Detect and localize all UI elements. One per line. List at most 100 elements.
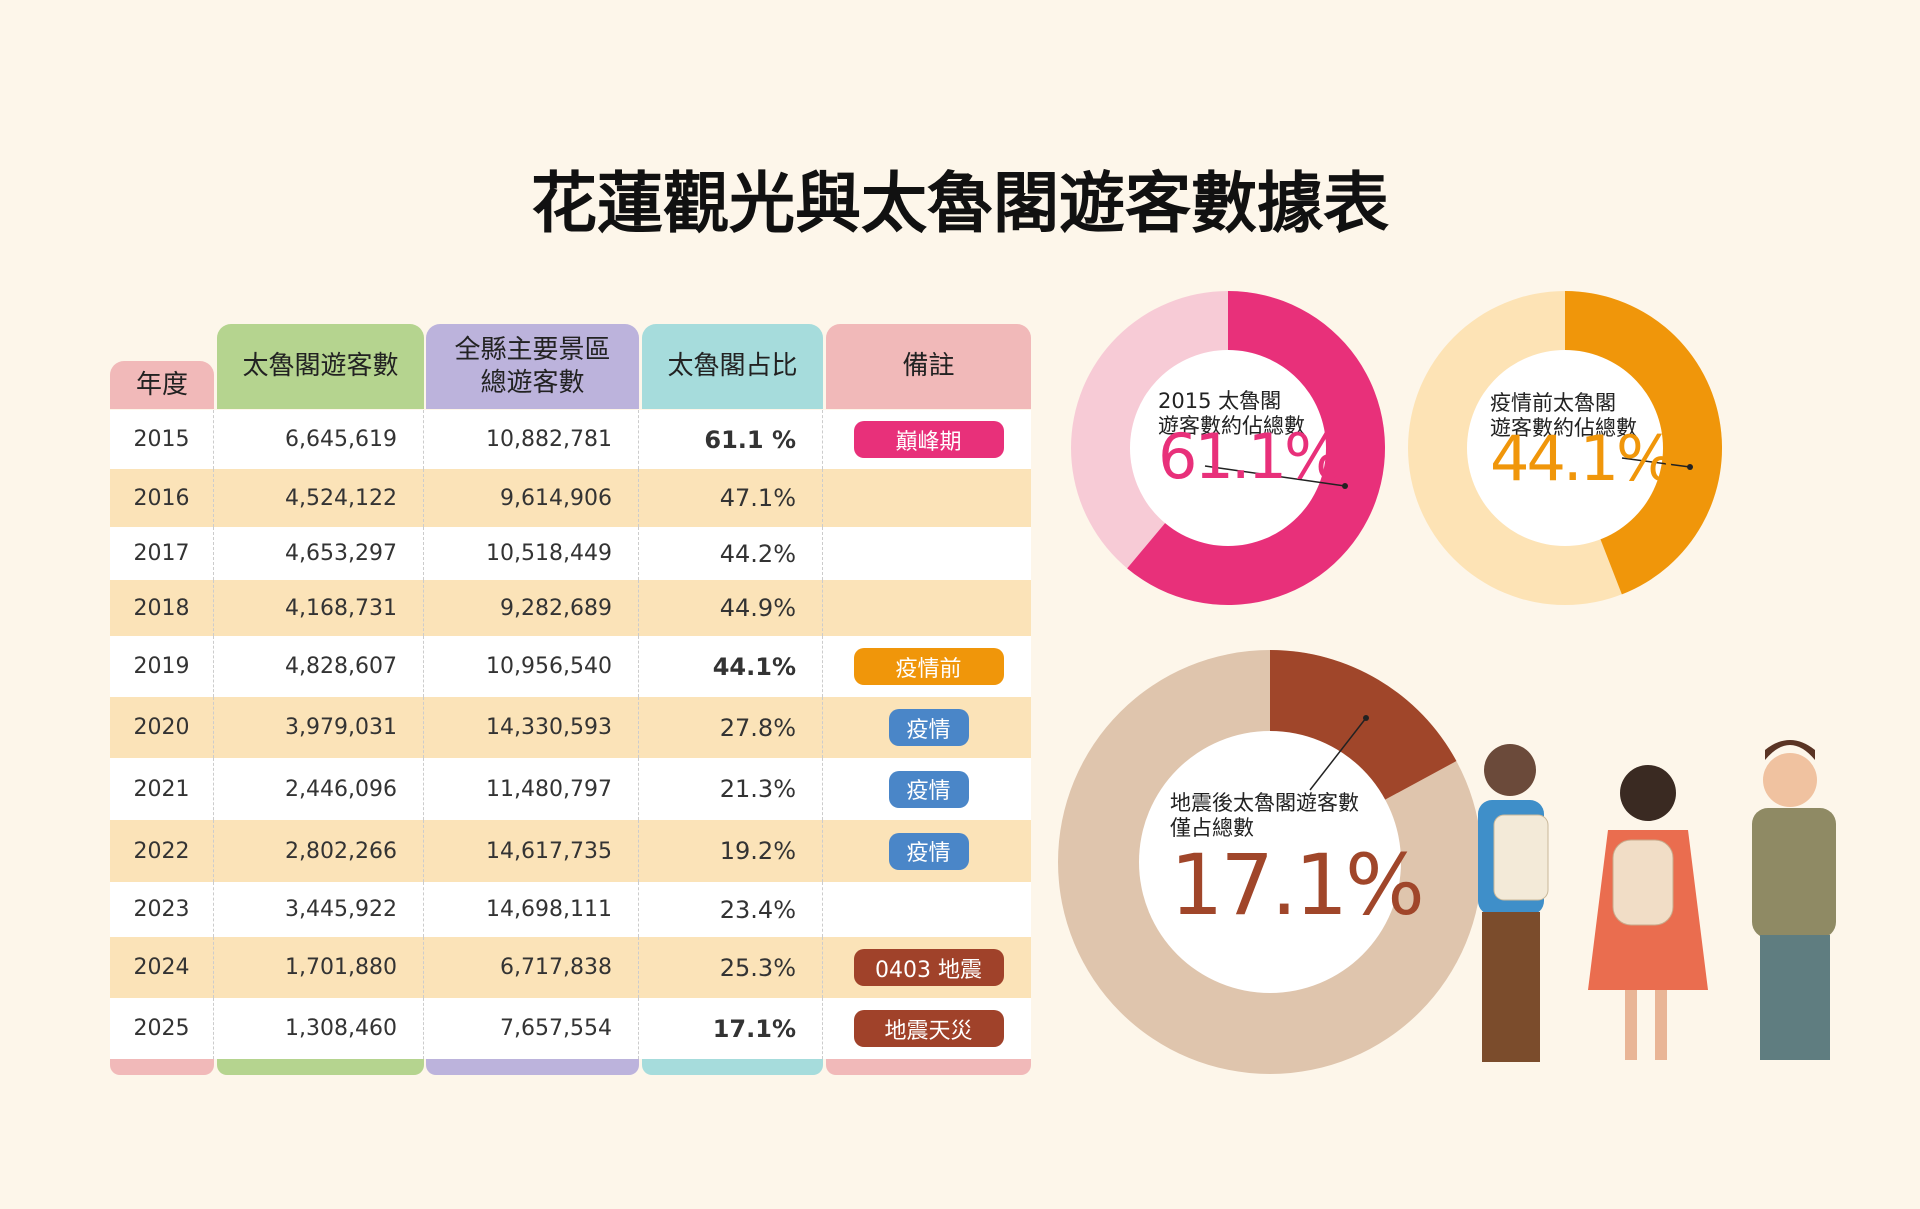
cell-wrap: 4,524,122 <box>217 469 424 527</box>
leader-dot <box>1687 464 1693 470</box>
note-badge: 疫情 <box>888 832 969 870</box>
cell-wrap: 14,330,593 <box>426 697 639 758</box>
note-badge: 疫情前 <box>853 648 1004 685</box>
value-cell: 10,518,449 <box>486 541 612 566</box>
cell-wrap: 44.2% <box>642 527 823 580</box>
value-cell: 61.1 % <box>704 425 796 454</box>
cell-wrap: 23.4% <box>642 882 823 937</box>
cell-wrap: 4,653,297 <box>217 527 424 580</box>
cell-wrap: 2024 <box>110 937 214 998</box>
column-header: 太魯閣占比 <box>642 324 823 409</box>
cell-wrap: 2019 <box>110 636 214 697</box>
column-header: 年度 <box>110 361 214 409</box>
leader-line <box>1309 717 1367 791</box>
value-cell: 7,657,554 <box>500 1016 612 1041</box>
value-cell: 14,617,735 <box>486 838 612 864</box>
cell-wrap: 10,882,781 <box>426 410 639 469</box>
cell-wrap: 17.1% <box>642 998 823 1059</box>
value-cell: 44.9% <box>719 594 796 622</box>
value-cell: 3,979,031 <box>285 715 397 740</box>
cell-wrap: 19.2% <box>642 820 823 882</box>
leader-line <box>1204 465 1346 487</box>
value-cell: 47.1% <box>719 484 796 512</box>
value-cell: 6,645,619 <box>285 427 397 452</box>
year-cell: 2018 <box>133 595 190 621</box>
donut-caption: 僅占總數 <box>1170 816 1254 840</box>
cell-wrap: 疫情 <box>826 697 1031 758</box>
year-cell: 2023 <box>133 897 190 922</box>
leader-dot <box>1342 483 1348 489</box>
cell-wrap: 47.1% <box>642 469 823 527</box>
table-row <box>110 820 1031 882</box>
cell-wrap: 0403 地震 <box>826 937 1031 998</box>
note-badge: 疫情 <box>888 770 969 808</box>
value-cell: 1,308,460 <box>285 1016 397 1041</box>
value-cell: 21.3% <box>719 775 796 803</box>
value-cell: 10,882,781 <box>486 427 612 452</box>
table-row <box>110 469 1031 527</box>
value-cell: 3,445,922 <box>285 897 397 922</box>
cell-wrap: 巔峰期 <box>826 410 1031 469</box>
cell-wrap: 44.9% <box>642 580 823 636</box>
cell-wrap: 2022 <box>110 820 214 882</box>
cell-wrap: 3,445,922 <box>217 882 424 937</box>
note-badge: 巔峰期 <box>853 421 1004 458</box>
value-cell: 4,168,731 <box>285 595 397 621</box>
column-footer <box>826 1059 1031 1075</box>
value-cell: 1,701,880 <box>285 955 397 980</box>
page-title: 花蓮觀光與太魯閣遊客數據表 <box>531 165 1389 242</box>
note-badge: 疫情 <box>888 709 969 746</box>
note-badge: 地震天災 <box>853 1010 1004 1047</box>
header-line: 全縣主要景區 <box>454 335 611 365</box>
column-footer <box>642 1059 823 1075</box>
column-header: 全縣主要景區 總遊客數 <box>426 324 639 409</box>
table-row <box>110 527 1031 580</box>
donut-caption: 2015 太魯閣 <box>1158 389 1281 413</box>
year-cell: 2021 <box>133 776 190 802</box>
cell-wrap: 2021 <box>110 758 214 820</box>
value-cell: 23.4% <box>719 895 796 924</box>
header-line: 太魯閣占比 <box>667 351 798 382</box>
donut-caption: 遊客數約佔總數 <box>1158 414 1305 438</box>
cell-wrap: 9,614,906 <box>426 469 639 527</box>
donut-caption: 疫情前太魯閣 <box>1490 391 1616 415</box>
cell-wrap: 3,979,031 <box>217 697 424 758</box>
cell-wrap: 6,645,619 <box>217 410 424 469</box>
cell-wrap: 44.1% <box>642 636 823 697</box>
year-cell: 2016 <box>133 485 190 511</box>
value-cell: 2,802,266 <box>285 838 397 864</box>
table-row <box>110 758 1031 820</box>
column-footer <box>426 1059 639 1075</box>
donut-hole <box>1467 350 1663 546</box>
cell-wrap: 11,480,797 <box>426 758 639 820</box>
donut-caption: 遊客數約佔總數 <box>1490 416 1637 440</box>
cell-wrap: 2,802,266 <box>217 820 424 882</box>
header-line: 總遊客數 <box>480 367 585 398</box>
header-line: 年度 <box>135 369 188 400</box>
cell-wrap: 2023 <box>110 882 214 937</box>
cell-wrap: 61.1 % <box>642 410 823 469</box>
table-row <box>110 580 1031 636</box>
cell-wrap: 27.8% <box>642 697 823 758</box>
column-header: 備註 <box>826 324 1031 409</box>
value-cell: 25.3% <box>719 953 796 982</box>
value-cell: 19.2% <box>719 837 796 865</box>
value-cell: 11,480,797 <box>486 776 612 802</box>
donut-value: 61.1% <box>1158 420 1340 493</box>
column-footer <box>110 1059 214 1075</box>
cell-wrap: 2,446,096 <box>217 758 424 820</box>
donut-value: 44.1% <box>1490 422 1672 495</box>
value-cell: 4,653,297 <box>285 541 397 566</box>
year-cell: 2022 <box>133 838 190 864</box>
value-cell: 44.1% <box>712 652 796 681</box>
cell-wrap: 14,617,735 <box>426 820 639 882</box>
donut-caption: 地震後太魯閣遊客數 <box>1170 791 1359 815</box>
cell-wrap: 4,168,731 <box>217 580 424 636</box>
cell-wrap: 1,308,460 <box>217 998 424 1059</box>
cell-wrap: 2016 <box>110 469 214 527</box>
year-cell: 2017 <box>133 541 190 566</box>
value-cell: 14,330,593 <box>486 715 612 740</box>
cell-wrap: 2025 <box>110 998 214 1059</box>
